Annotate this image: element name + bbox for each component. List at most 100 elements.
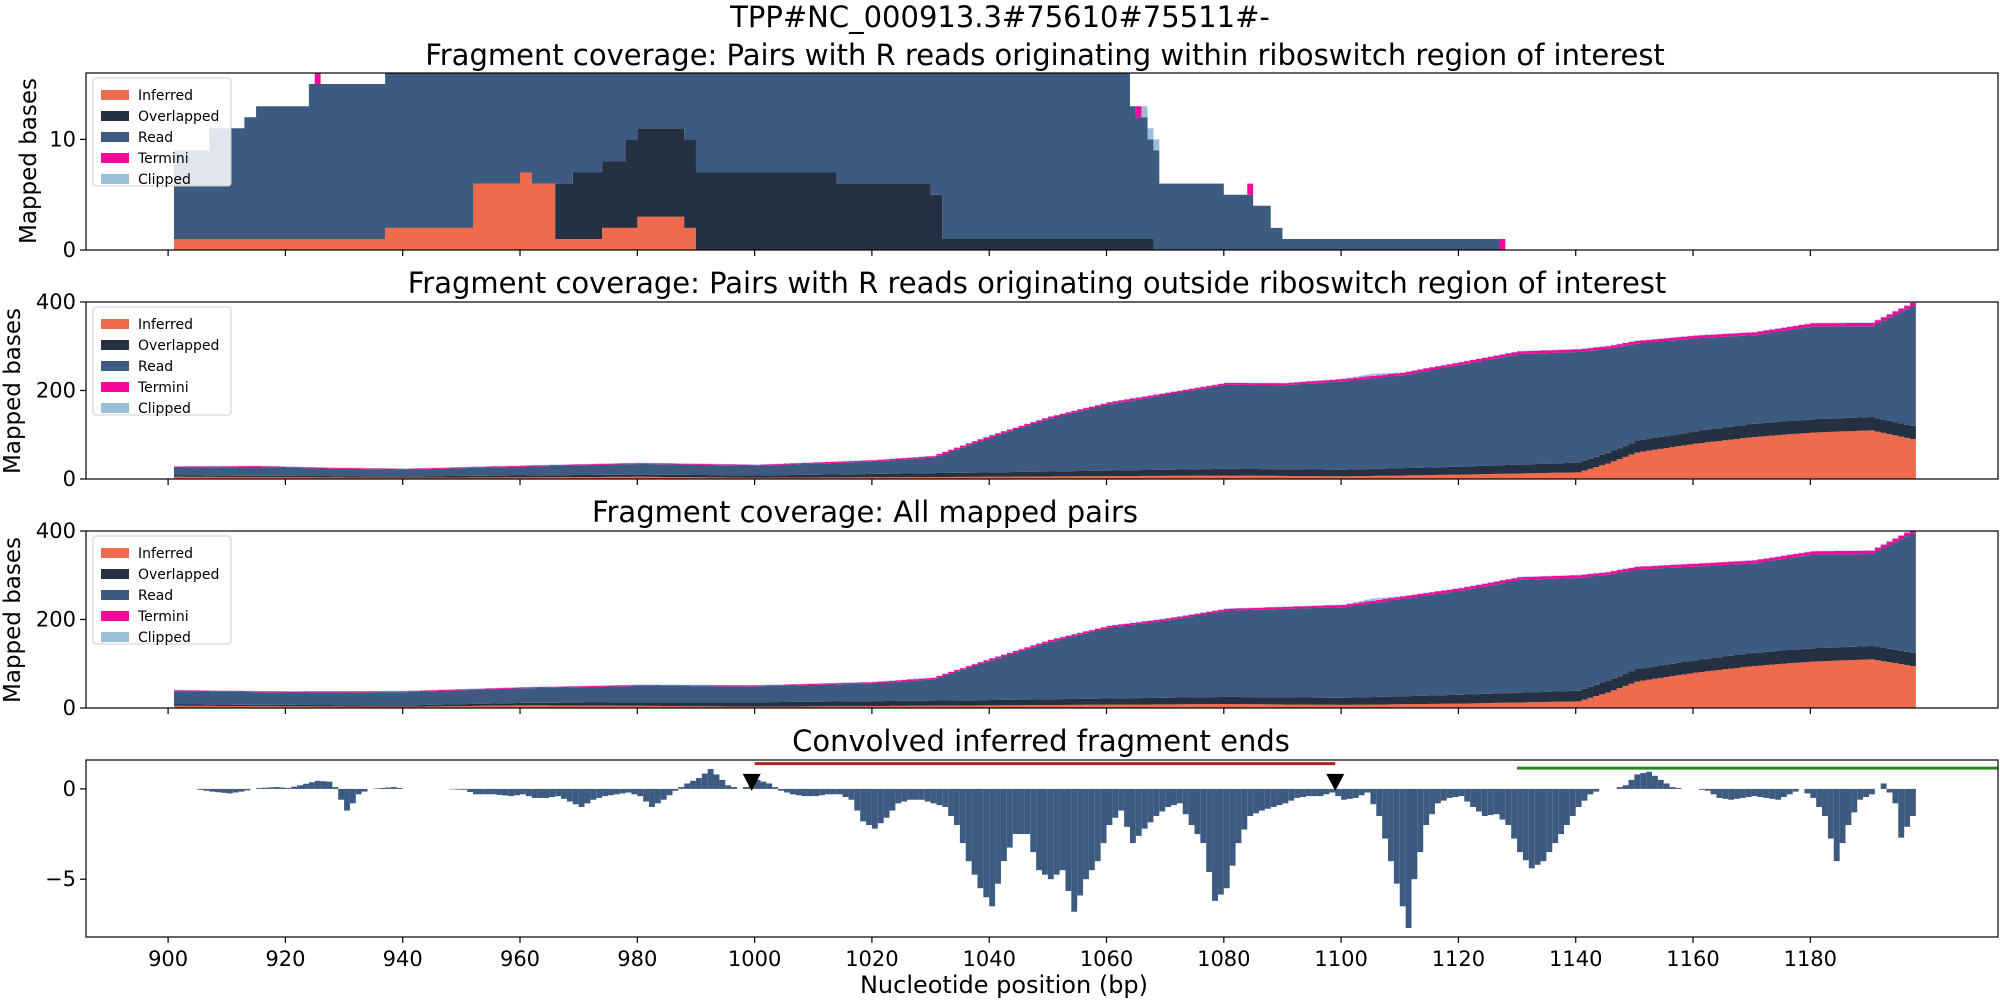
bar — [1053, 788, 1060, 875]
legend-swatch-clipped — [101, 632, 129, 642]
bar — [883, 788, 890, 818]
bar — [1288, 788, 1295, 801]
bar — [1505, 788, 1512, 826]
area-inferred — [173, 172, 1916, 250]
bar — [308, 782, 315, 789]
bar — [1569, 788, 1576, 816]
bar — [654, 788, 661, 804]
bar — [279, 787, 286, 789]
y-tick-label: 400 — [36, 519, 76, 543]
bar — [1376, 788, 1383, 816]
bar — [1669, 787, 1676, 789]
bar — [1910, 788, 1916, 816]
panel-within-riboswitch: Fragment coverage: Pairs with R reads or… — [16, 38, 1999, 262]
bar — [203, 788, 210, 791]
bar — [1159, 788, 1166, 812]
bar — [467, 788, 474, 793]
x-tick-label: 1120 — [1432, 947, 1485, 971]
legend-label: Inferred — [138, 317, 193, 333]
area-read — [173, 73, 1916, 250]
bar — [660, 788, 667, 800]
bar — [1405, 788, 1412, 928]
bar — [1487, 788, 1494, 816]
bar — [1827, 788, 1834, 839]
bar — [226, 788, 233, 794]
y-tick-label: 200 — [36, 379, 76, 403]
bar — [549, 788, 556, 798]
bar — [1212, 788, 1218, 901]
bar — [971, 788, 978, 875]
y-tick-label: 400 — [36, 290, 76, 314]
bar — [1651, 775, 1658, 789]
bar — [1493, 788, 1500, 815]
bar — [1329, 788, 1336, 793]
bar — [273, 787, 280, 789]
area-read — [173, 306, 1916, 477]
bar — [1622, 785, 1629, 789]
y-axis-label: Mapped bases — [0, 537, 26, 703]
bar — [461, 788, 468, 790]
y-axis-label: Mapped bases — [0, 308, 26, 474]
bar — [584, 788, 591, 804]
bar — [1200, 788, 1207, 844]
bar — [1276, 788, 1283, 806]
bar — [1100, 788, 1107, 844]
bar — [901, 788, 908, 802]
bar — [396, 787, 403, 789]
bar — [1065, 788, 1072, 891]
triangle-marker — [742, 773, 761, 791]
axes-frame — [85, 72, 1999, 251]
bar — [1646, 771, 1652, 789]
bar — [819, 788, 825, 796]
bar — [672, 788, 679, 791]
bar — [1657, 779, 1664, 789]
bar — [508, 788, 515, 797]
panel-convolved-ends: Convolved inferred fragment ends −5 0 900 9… — [45, 724, 1999, 971]
bar — [666, 788, 673, 796]
bar — [232, 788, 239, 793]
bar — [678, 787, 685, 789]
plot-area — [173, 302, 1916, 479]
bar — [707, 769, 714, 789]
bar — [1904, 788, 1911, 827]
bar — [1839, 788, 1846, 844]
bar — [1763, 788, 1770, 798]
bar — [719, 779, 726, 789]
bar — [285, 787, 292, 789]
bar — [572, 788, 579, 805]
bar — [877, 788, 884, 824]
bar — [1388, 788, 1394, 862]
bar — [1282, 788, 1289, 804]
x-tick-label: 900 — [148, 947, 188, 971]
bar — [238, 788, 245, 792]
bar — [1593, 788, 1600, 792]
bar — [1534, 788, 1541, 865]
legend-label: Inferred — [138, 546, 193, 562]
legend-swatch-read — [101, 590, 129, 600]
bar — [1751, 788, 1758, 797]
bar — [215, 788, 221, 793]
bar — [625, 788, 632, 793]
bar — [1300, 788, 1306, 798]
bar — [1106, 788, 1113, 826]
legend-swatch-inferred — [101, 319, 129, 329]
bar — [1464, 788, 1471, 802]
bar — [1499, 788, 1506, 820]
bar — [912, 788, 919, 800]
panel-title: Fragment coverage: All mapped pairs — [592, 495, 1138, 529]
bar — [807, 788, 814, 797]
bar — [1446, 788, 1453, 798]
bar — [520, 788, 526, 795]
bar — [1481, 788, 1488, 816]
legend: Inferred Overlapped Read Termini Clipped — [92, 306, 232, 417]
bar — [1341, 788, 1347, 800]
axes-frame — [85, 759, 1999, 938]
bar — [314, 780, 321, 789]
bar — [1628, 779, 1635, 789]
panel-title: Convolved inferred fragment ends — [792, 724, 1290, 758]
bar — [631, 788, 638, 795]
bar — [543, 788, 550, 798]
bar — [725, 785, 732, 789]
bar — [1129, 788, 1136, 844]
bar — [1429, 788, 1435, 815]
